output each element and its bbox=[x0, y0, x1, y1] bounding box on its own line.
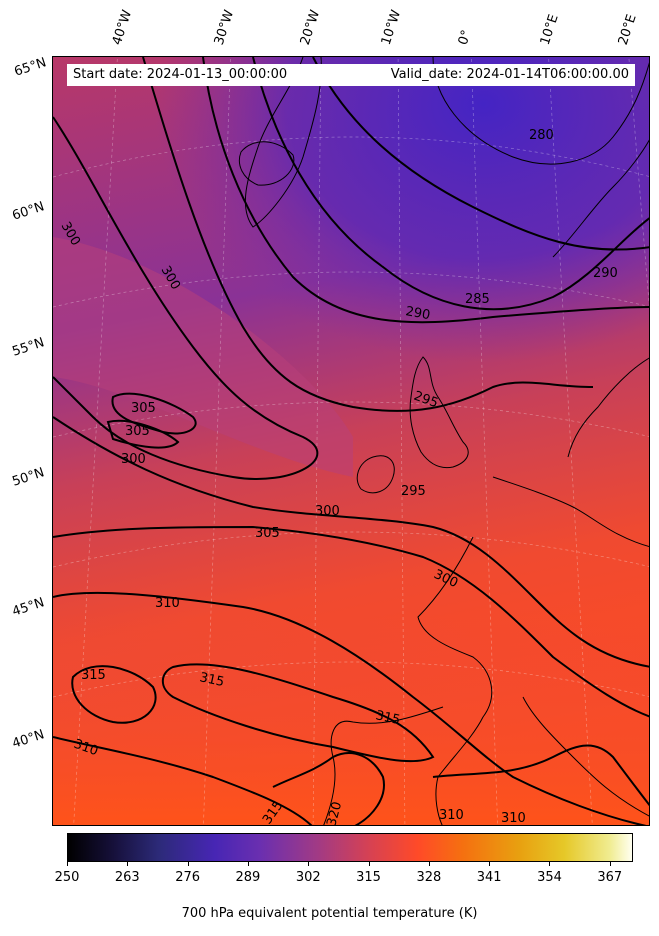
contour-label: 290 bbox=[404, 304, 431, 323]
colorbar-tick-mark bbox=[549, 862, 551, 866]
colorbar-tick-label: 328 bbox=[416, 870, 442, 885]
contour-315-a bbox=[71, 665, 157, 724]
start-date-label: Start date: 2024-01-13_00:00:00 bbox=[73, 67, 288, 82]
colorbar-tick-label: 367 bbox=[597, 870, 623, 885]
contour-315-b bbox=[161, 663, 435, 763]
colorbar-tick-mark bbox=[127, 862, 129, 866]
colorbar-tick-mark bbox=[368, 862, 370, 866]
ireland-coast bbox=[356, 455, 395, 494]
lat-label-45n: 45°N bbox=[10, 595, 47, 620]
lat-label-65n: 65°N bbox=[12, 55, 49, 80]
colorbar bbox=[67, 833, 633, 862]
arctic-coast bbox=[432, 57, 649, 165]
contour-label: 300 bbox=[121, 452, 146, 467]
colorbar-tick-label: 341 bbox=[476, 870, 502, 885]
contour-305 bbox=[53, 525, 649, 718]
colorbar-tick-mark bbox=[308, 862, 310, 866]
colorbar-tick-mark bbox=[67, 862, 68, 866]
contour-label: 310 bbox=[439, 808, 464, 823]
lon-label-40w: 40°W bbox=[109, 8, 136, 47]
contour-315-c bbox=[432, 744, 649, 807]
valid-date-label: Valid_date: 2024-01-14T06:00:00.00 bbox=[390, 67, 629, 82]
map-canvas: 280 285 290 290 295 295 300 300 300 300 … bbox=[53, 57, 649, 826]
lat-label-60n: 60°N bbox=[10, 199, 47, 224]
colorbar-tick-mark bbox=[247, 862, 249, 866]
contour-label-group: 280 285 290 290 295 295 300 300 300 300 … bbox=[58, 128, 618, 826]
contour-label: 290 bbox=[593, 266, 618, 281]
contour-label: 320 bbox=[324, 800, 345, 826]
contour-300-east bbox=[53, 416, 649, 668]
map-panel: 280 285 290 290 295 295 300 300 300 300 … bbox=[52, 56, 650, 826]
contour-320 bbox=[272, 752, 385, 825]
contour-label: 310 bbox=[155, 596, 180, 611]
contour-310-south bbox=[53, 736, 313, 825]
contour-label: 305 bbox=[125, 424, 150, 439]
lon-label-30w: 30°W bbox=[211, 8, 238, 47]
lat-label-55n: 55°N bbox=[10, 335, 47, 360]
colorbar-tick-label: 302 bbox=[295, 870, 321, 885]
warm-tongue-shading bbox=[53, 237, 353, 477]
contour-label: 315 bbox=[81, 668, 106, 683]
contour-label: 280 bbox=[529, 128, 554, 143]
north-sea-coast bbox=[492, 476, 649, 547]
iceland-coast bbox=[238, 141, 295, 186]
italy-coast bbox=[522, 696, 649, 817]
contour-label: 310 bbox=[501, 811, 526, 826]
lon-label-0: 0° bbox=[455, 28, 475, 47]
contour-label: 285 bbox=[465, 292, 490, 307]
colorbar-tick-mark bbox=[609, 862, 611, 866]
colorbar-tick-label: 354 bbox=[537, 870, 562, 885]
great-britain-coast bbox=[409, 356, 469, 469]
colorbar-tick-label: 276 bbox=[175, 870, 201, 885]
colorbar-tick-label: 315 bbox=[356, 870, 381, 885]
colorbar-tick-label: 289 bbox=[235, 870, 261, 885]
iberia-coast bbox=[323, 706, 444, 825]
contour-label: 305 bbox=[131, 401, 156, 416]
contour-280 bbox=[312, 57, 649, 251]
contour-310 bbox=[53, 591, 647, 825]
contour-label: 305 bbox=[255, 526, 280, 541]
colorbar-tick-label: 263 bbox=[114, 870, 140, 885]
contour-label: 315 bbox=[198, 670, 225, 690]
lon-label-10e: 10°E bbox=[537, 12, 562, 48]
contour-295 bbox=[142, 57, 594, 412]
scandinavia-coast bbox=[552, 139, 649, 458]
colorbar-label: 700 hPa equivalent potential temperature… bbox=[181, 906, 478, 921]
colorbar-tick-mark bbox=[489, 862, 491, 866]
contour-label: 315 bbox=[374, 708, 401, 728]
colorbar-tick-mark bbox=[428, 862, 430, 866]
contour-label: 300 bbox=[315, 504, 340, 519]
contour-300-west bbox=[53, 116, 319, 480]
colorbar-tick-label: 250 bbox=[54, 870, 80, 885]
contour-290 bbox=[202, 57, 649, 324]
lon-label-10w: 10°W bbox=[378, 8, 405, 47]
contour-305-small-b bbox=[106, 419, 180, 449]
lat-label-40n: 40°N bbox=[10, 727, 47, 752]
lon-label-20w: 20°W bbox=[297, 8, 324, 47]
contour-305-small-a bbox=[111, 392, 197, 435]
graticule bbox=[53, 57, 649, 825]
colorbar-tick-mark bbox=[187, 862, 189, 866]
lat-label-50n: 50°N bbox=[10, 465, 47, 490]
date-info-box: Start date: 2024-01-13_00:00:00 Valid_da… bbox=[67, 64, 635, 86]
contour-label: 295 bbox=[401, 484, 426, 499]
lon-label-20e: 20°E bbox=[615, 12, 640, 48]
theta-e-contours bbox=[53, 57, 649, 825]
contour-285 bbox=[252, 57, 649, 311]
